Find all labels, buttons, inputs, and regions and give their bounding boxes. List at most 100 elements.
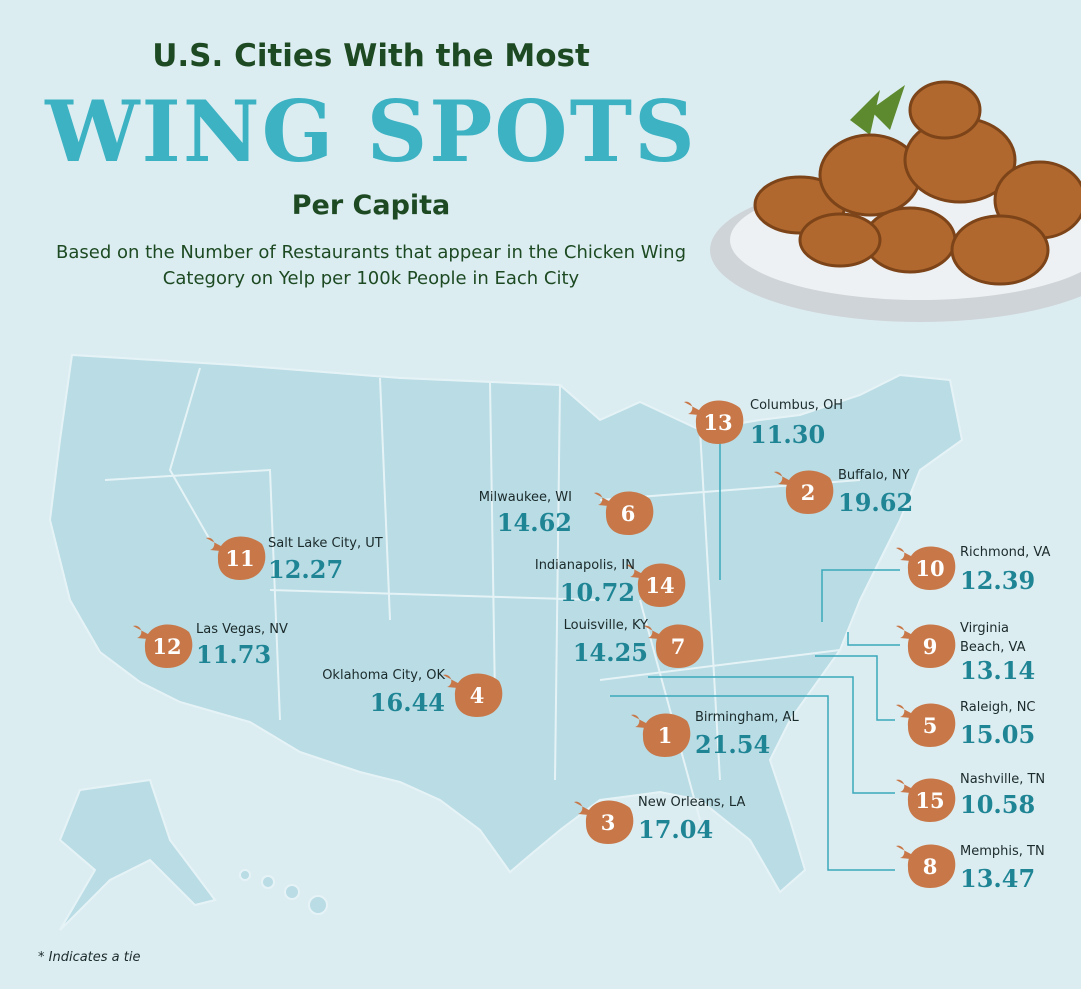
- drumstick-bone: [774, 471, 800, 486]
- drumstick-bone: [896, 625, 922, 640]
- city-value: 21.54: [695, 730, 771, 759]
- rank: 7: [671, 634, 686, 659]
- city-name: Nashville, TN: [960, 772, 1046, 787]
- city-value: 14.25: [572, 638, 648, 667]
- wing-badge: 2: [774, 470, 834, 514]
- wing-badge: 9: [896, 624, 956, 668]
- drumstick-bone: [206, 537, 232, 552]
- drumstick-bone: [574, 801, 600, 816]
- lower-48: [48, 353, 964, 894]
- drumstick-bone: [644, 625, 670, 640]
- city-name: Buffalo, NY: [838, 468, 910, 483]
- leader-lines: [610, 440, 900, 871]
- drumstick-body: [907, 844, 956, 888]
- drumstick-body: [605, 491, 654, 535]
- title-line: Per Capita: [291, 190, 451, 221]
- city-name: Birmingham, AL: [695, 710, 799, 725]
- wing-badge: 1: [631, 713, 691, 757]
- drumstick-bone: [443, 674, 469, 689]
- drumstick-body: [655, 624, 704, 668]
- city-name: Indianapolis, IN: [534, 558, 635, 573]
- drumstick-bone: [133, 625, 159, 640]
- wing-badge: 13: [684, 400, 744, 444]
- city-name: Virginia Beach, VA: [960, 621, 1026, 655]
- drumstick-bone: [626, 564, 652, 579]
- drumstick-body: [144, 624, 193, 668]
- drumstick-body: [454, 673, 503, 717]
- rank: 10: [915, 556, 944, 581]
- state-borders: [104, 367, 861, 821]
- subtitle: Based on the Number of Restaurants that …: [56, 242, 686, 289]
- city-value: 11.30: [750, 420, 826, 449]
- city-name: Salt Lake City, UT: [268, 536, 383, 551]
- drumstick-body: [217, 536, 266, 580]
- us-map: [48, 353, 964, 931]
- drumstick-bone: [896, 704, 922, 719]
- city-value: 17.04: [638, 815, 714, 844]
- wing-badge: 7: [644, 624, 704, 668]
- rank: 11: [225, 546, 254, 571]
- drumstick-bone: [896, 547, 922, 562]
- wing-badge: 10: [896, 546, 956, 590]
- drumstick-body: [585, 800, 634, 844]
- alaska: [58, 778, 217, 931]
- rank: 1: [658, 723, 673, 748]
- rank: 5: [923, 713, 938, 738]
- rank: 9: [923, 634, 938, 659]
- wings-plate: [710, 80, 1081, 322]
- city-name: Richmond, VA: [960, 545, 1051, 560]
- wing-badge: 8: [896, 844, 956, 888]
- city-value: 13.14: [960, 656, 1036, 685]
- rank: 6: [621, 501, 636, 526]
- city-name: Louisville, KY: [563, 618, 648, 633]
- city-value: 12.27: [268, 555, 344, 584]
- wing-badge: 14: [626, 563, 686, 607]
- rank: 3: [601, 810, 616, 835]
- drumstick-body: [695, 400, 744, 444]
- hawaii: [239, 869, 328, 915]
- rank: 13: [703, 410, 732, 435]
- title-line: U.S. Cities With the Most: [152, 38, 590, 74]
- drumstick-bone: [896, 779, 922, 794]
- city-value: 15.05: [960, 720, 1036, 749]
- city-value: 13.47: [960, 864, 1036, 893]
- rank: 15: [915, 788, 944, 813]
- city-name: New Orleans, LA: [638, 795, 746, 810]
- city-value: 14.62: [496, 508, 572, 537]
- drumstick-body: [642, 713, 691, 757]
- city-value: 10.72: [559, 578, 635, 607]
- drumstick-body: [637, 563, 686, 607]
- city-value: 16.44: [369, 688, 445, 717]
- drumstick-body: [907, 703, 956, 747]
- drumstick-body: [907, 546, 956, 590]
- city-value: 11.73: [196, 640, 272, 669]
- wing-badge: 3: [574, 800, 634, 844]
- wing-badge: 15: [896, 778, 956, 822]
- city-value: 12.39: [960, 566, 1036, 595]
- city-name: Columbus, OH: [750, 398, 844, 413]
- rank: 14: [645, 573, 674, 598]
- wing-badge: 5: [896, 703, 956, 747]
- rank: 12: [152, 634, 181, 659]
- city-value: 19.62: [838, 488, 914, 517]
- wing-badge: 4: [443, 673, 503, 717]
- rank: 2: [801, 480, 816, 505]
- drumstick-body: [907, 624, 956, 668]
- city-name: Memphis, TN: [960, 844, 1045, 859]
- drumstick-bone: [896, 845, 922, 860]
- drumstick-bone: [594, 492, 620, 507]
- drumstick-body: [785, 470, 834, 514]
- drumstick-bone: [631, 714, 657, 729]
- city-name: Oklahoma City, OK: [322, 668, 445, 683]
- city-name: Las Vegas, NV: [196, 622, 288, 637]
- drumstick-body: [907, 778, 956, 822]
- city-name: Milwaukee, WI: [478, 490, 572, 505]
- city-name: Raleigh, NC: [960, 700, 1036, 715]
- wing-badge: 6: [594, 491, 654, 535]
- rank: 8: [923, 854, 938, 879]
- title-highlight: WING SPOTS: [45, 82, 697, 181]
- wing-badge: 12: [133, 624, 193, 668]
- wing-badge: 11: [206, 536, 266, 580]
- city-value: 10.58: [960, 790, 1036, 819]
